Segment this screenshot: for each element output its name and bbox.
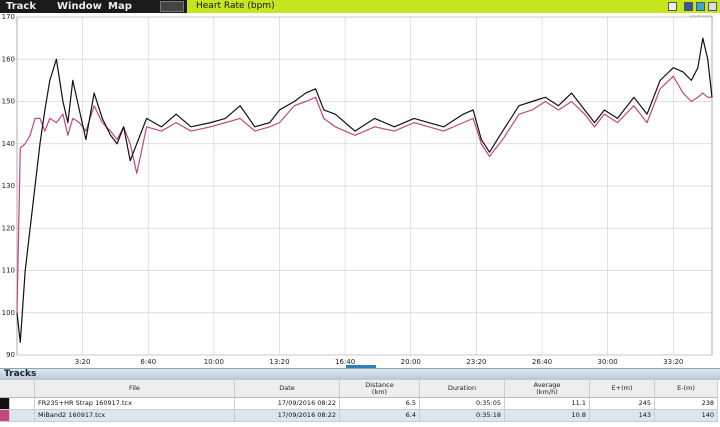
visibility-header[interactable] (0, 380, 35, 398)
x-tick-label: 23:20 (466, 358, 486, 366)
y-tick-label: 150 (2, 98, 15, 106)
column-header-label: Duration (447, 384, 477, 392)
y-tick-label: 100 (2, 309, 15, 317)
table-cell: 17/09/2016 08:22 (235, 410, 340, 422)
mail-icon[interactable] (668, 2, 677, 11)
table-cell: 245 (590, 398, 655, 410)
table-cell: 238 (655, 398, 718, 410)
tracks-header (0, 368, 720, 380)
chart: 90 100 110 120 130 140 150 160 170 3:20 6:40 10:00 1… (0, 13, 720, 368)
y-tick-label: 120 (2, 224, 15, 232)
table-cell: 6.5 (340, 398, 420, 410)
track-checkbox[interactable] (10, 410, 35, 422)
menu-item[interactable]: Track (6, 1, 36, 12)
table-cell: 0:35:18 (420, 410, 505, 422)
line-series (16, 75, 712, 313)
x-tick-label: 13:20 (269, 358, 289, 366)
table-cell: FR235+HR Strap 160917.tcx (35, 398, 235, 410)
x-tick-label: 3:20 (75, 358, 91, 366)
settings-button[interactable] (160, 1, 184, 12)
track-color[interactable] (0, 398, 10, 410)
chart-title: Heart Rate (bpm) (196, 1, 275, 11)
x-tick-label: 10:00 (204, 358, 224, 366)
scroll-marker[interactable] (346, 365, 376, 368)
table-cell: MiBand2 160917.tcx (35, 410, 235, 422)
table-cell: 17/09/2016 08:22 (235, 398, 340, 410)
y-tick-label: 170 (2, 13, 15, 21)
table-cell: 10.8 (505, 410, 590, 422)
chart-title-bar (187, 0, 720, 13)
table-cell: 6.4 (340, 410, 420, 422)
column-header-label: File (129, 384, 140, 392)
column-header[interactable]: E-(m) (655, 380, 718, 398)
table-cell: 0:35:05 (420, 398, 505, 410)
column-header-label: E-(m) (677, 384, 695, 392)
table-cell: 143 (590, 410, 655, 422)
x-tick-label: 33:20 (663, 358, 683, 366)
track-color[interactable] (0, 410, 10, 422)
x-tick-label: 30:00 (598, 358, 618, 366)
column-header[interactable]: E+(m) (590, 380, 655, 398)
y-tick-label: 140 (2, 140, 15, 148)
column-header-label: E+(m) (611, 384, 633, 392)
y-tick-label: 90 (6, 351, 15, 359)
column-header-label: Distance (km) (365, 380, 394, 396)
facebook-icon[interactable] (684, 2, 693, 11)
menu-item[interactable]: Map (108, 1, 132, 12)
column-header-label: Average (km/h) (533, 380, 561, 396)
column-header[interactable]: Average (km/h) (505, 380, 590, 398)
column-header[interactable]: Duration (420, 380, 505, 398)
menu-item[interactable]: Window (57, 1, 102, 12)
column-header[interactable]: File (35, 380, 235, 398)
y-tick-label: 160 (2, 55, 15, 63)
column-header-label: Date (279, 384, 295, 392)
help-icon[interactable] (708, 2, 717, 11)
y-tick-label: 130 (2, 182, 15, 190)
column-header[interactable]: Distance (km) (340, 380, 420, 398)
x-tick-label: 26:40 (532, 358, 552, 366)
line-series (16, 37, 713, 343)
table-cell: 140 (655, 410, 718, 422)
twitter-icon[interactable] (696, 2, 705, 11)
y-tick-label: 110 (2, 267, 15, 275)
column-header[interactable]: Date (235, 380, 340, 398)
tracks-title: Tracks (4, 369, 37, 379)
track-checkbox[interactable] (10, 398, 35, 410)
x-tick-label: 6:40 (140, 358, 156, 366)
table-cell: 11.1 (505, 398, 590, 410)
x-tick-label: 20:00 (401, 358, 421, 366)
x-tick-label: 16:40 (335, 358, 355, 366)
